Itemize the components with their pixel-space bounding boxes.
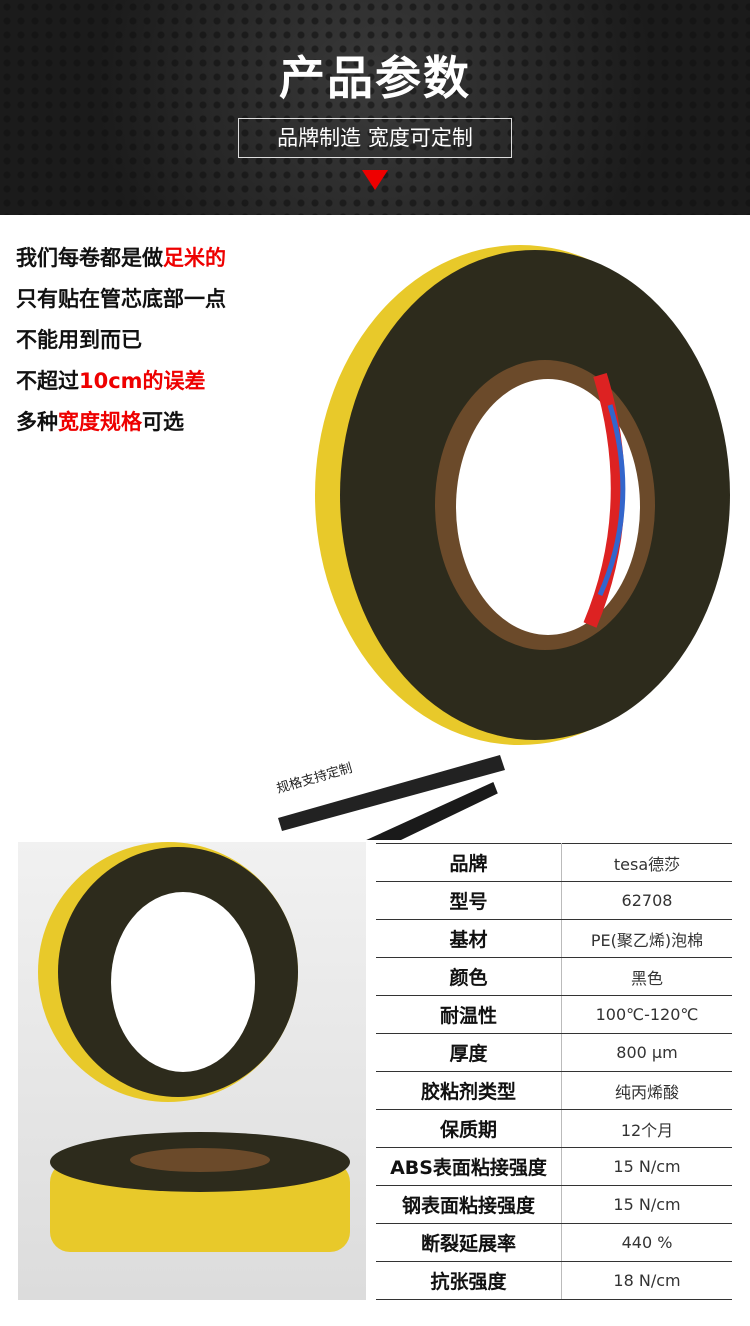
- header: 产品参数 品牌制造 宽度可定制: [0, 0, 750, 215]
- spec-row: 抗张强度 18 N/cm: [376, 1261, 732, 1300]
- strip-label: 规格支持定制: [275, 760, 354, 797]
- header-title: 产品参数: [279, 51, 471, 105]
- spec-row: 保质期 12个月: [376, 1109, 732, 1148]
- intro-text-part: 我们每卷都是做: [16, 246, 163, 270]
- spec-value: 800 µm: [561, 1033, 732, 1072]
- spec-value: 100℃-120℃: [561, 995, 732, 1034]
- spec-value: 15 N/cm: [561, 1185, 732, 1224]
- intro-line: 多种宽度规格可选: [16, 404, 226, 445]
- spec-key: 基材: [376, 919, 562, 958]
- spec-key: ABS表面粘接强度: [376, 1147, 562, 1186]
- spec-row: 颜色 黑色: [376, 957, 732, 996]
- intro-text-part: 10cm的误差: [79, 369, 206, 393]
- intro-line: 只有贴在管芯底部一点: [16, 281, 226, 322]
- spec-key: 品牌: [376, 843, 562, 882]
- spec-key: 厚度: [376, 1033, 562, 1072]
- intro-text-part: 不能用到而已: [16, 328, 142, 352]
- spec-key: 型号: [376, 881, 562, 920]
- spec-table: 品牌 tesa德莎 型号 62708 基材 PE(聚乙烯)泡棉 颜色 黑色 耐温性 100℃-12…: [376, 843, 732, 1300]
- header-subtitle: 品牌制造 宽度可定制: [238, 118, 512, 158]
- spec-key: 断裂延展率: [376, 1223, 562, 1262]
- spec-row: 型号 62708: [376, 881, 732, 920]
- spec-value: 黑色: [561, 957, 732, 996]
- spec-value: 纯丙烯酸: [561, 1071, 732, 1110]
- intro-text-part: 宽度规格: [58, 410, 142, 434]
- spec-key: 钢表面粘接强度: [376, 1185, 562, 1224]
- spec-row: 耐温性 100℃-120℃: [376, 995, 732, 1034]
- spec-value: 440 %: [561, 1223, 732, 1262]
- spec-row: 胶粘剂类型 纯丙烯酸: [376, 1071, 732, 1110]
- intro-text-part: 只有贴在管芯底部一点: [16, 287, 226, 311]
- spec-value: 15 N/cm: [561, 1147, 732, 1186]
- spec-key: 抗张强度: [376, 1261, 562, 1300]
- spec-value: tesa德莎: [561, 843, 732, 882]
- spec-value: 62708: [561, 881, 732, 920]
- photo-art: [38, 842, 350, 1252]
- tape-illustration: 规格支持定制: [275, 245, 730, 840]
- spec-row: 钢表面粘接强度 15 N/cm: [376, 1185, 732, 1224]
- spec-key: 颜色: [376, 957, 562, 996]
- intro-text-part: 不超过: [16, 369, 79, 393]
- intro-line: 不超过10cm的误差: [16, 363, 226, 404]
- intro-line: 不能用到而已: [16, 322, 226, 363]
- intro-text: 我们每卷都是做足米的 只有贴在管芯底部一点 不能用到而已 不超过10cm的误差 多种宽度…: [16, 240, 226, 445]
- spec-row: 品牌 tesa德莎: [376, 843, 732, 882]
- intro-text-part: 足米的: [163, 246, 226, 270]
- spec-row: 基材 PE(聚乙烯)泡棉: [376, 919, 732, 958]
- spec-row: ABS表面粘接强度 15 N/cm: [376, 1147, 732, 1186]
- spec-value: 12个月: [561, 1109, 732, 1148]
- spec-row: 厚度 800 µm: [376, 1033, 732, 1072]
- intro-text-part: 多种: [16, 410, 58, 434]
- arrow-down: [362, 170, 388, 190]
- spec-value: PE(聚乙烯)泡棉: [561, 919, 732, 958]
- spec-key: 保质期: [376, 1109, 562, 1148]
- product-photo: [18, 842, 366, 1300]
- spec-key: 胶粘剂类型: [376, 1071, 562, 1110]
- intro-line: 我们每卷都是做足米的: [16, 240, 226, 281]
- intro-text-part: 可选: [142, 410, 184, 434]
- spec-key: 耐温性: [376, 995, 562, 1034]
- spec-row: 断裂延展率 440 %: [376, 1223, 732, 1262]
- spec-value: 18 N/cm: [561, 1261, 732, 1300]
